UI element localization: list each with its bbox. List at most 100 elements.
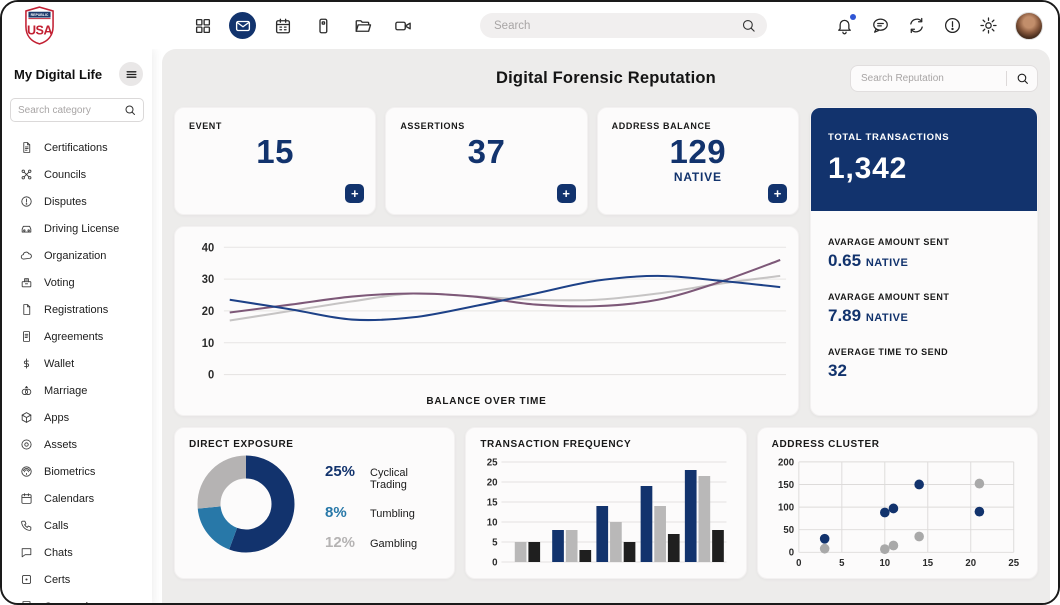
- sidebar-item-disputes[interactable]: Disputes: [2, 188, 152, 215]
- legend-percent: 8%: [325, 504, 361, 521]
- stat-value-wrap: 37: [386, 135, 586, 170]
- bar-gray: [515, 542, 527, 562]
- scatter-point-gray: [880, 544, 890, 554]
- add-button[interactable]: +: [557, 184, 576, 203]
- svg-text:0: 0: [796, 558, 801, 569]
- sidebar-item-wallet[interactable]: Wallet: [2, 350, 152, 377]
- user-avatar[interactable]: [1015, 12, 1043, 40]
- svg-text:25: 25: [487, 457, 498, 468]
- biometrics-icon: [20, 465, 33, 478]
- nav-calendar-button[interactable]: [269, 12, 296, 39]
- disputes-icon: [20, 195, 33, 208]
- scatter-point-navy: [974, 507, 984, 517]
- scatter-point-navy: [820, 534, 830, 544]
- svg-text:15: 15: [487, 497, 498, 508]
- reputation-search-button[interactable]: [1007, 66, 1037, 91]
- stat-value: 37: [386, 135, 586, 170]
- topbar-right-icons: [835, 12, 1043, 40]
- folder-icon: [354, 17, 372, 35]
- sidebar-item-marriage[interactable]: Marriage: [2, 377, 152, 404]
- sidebar-item-biometrics[interactable]: Biometrics: [2, 458, 152, 485]
- sidebar-item-calls[interactable]: Calls: [2, 512, 152, 539]
- nav-mail-button[interactable]: [229, 12, 256, 39]
- balance-over-time-chart: 010203040: [185, 237, 788, 391]
- legend-label: Tumbling: [370, 508, 415, 520]
- gear-button[interactable]: [979, 16, 998, 35]
- sidebar-item-label: Agreements: [44, 331, 103, 343]
- info-button[interactable]: [943, 16, 962, 35]
- metric-value: 32: [828, 361, 1020, 381]
- sidebar-item-driving-license[interactable]: Driving License: [2, 215, 152, 242]
- calls-icon: [20, 519, 33, 532]
- transaction-frequency-card: TRANSACTION FREQUENCY 0510152025: [465, 427, 746, 579]
- sidebar-item-councils[interactable]: Councils: [2, 161, 152, 188]
- nav-phone-button[interactable]: [309, 12, 336, 39]
- sidebar-category-search[interactable]: [10, 98, 144, 122]
- svg-text:100: 100: [778, 502, 794, 513]
- bar-black: [580, 550, 592, 562]
- legend-label: Gambling: [370, 538, 417, 550]
- svg-text:0: 0: [788, 548, 793, 559]
- panel-metric: AVERAGE TIME TO SEND 32: [828, 347, 1020, 381]
- address-cluster-card: ADDRESS CLUSTER 0501001502000510152025: [757, 427, 1038, 579]
- gear-icon: [979, 16, 998, 35]
- stat-value-wrap: 129 NATIVE: [598, 135, 798, 184]
- nav-video-button[interactable]: [389, 12, 416, 39]
- reputation-search[interactable]: [850, 65, 1038, 92]
- sidebar: My Digital Life Certifications Councils Di…: [2, 49, 152, 605]
- chat-button[interactable]: [871, 16, 890, 35]
- metric-label: AVARAGE AMOUNT SENT: [828, 237, 1020, 247]
- calendar-icon: [274, 17, 292, 35]
- panel-metric: AVARAGE AMOUNT SENT 0.65 NATIVE: [828, 237, 1020, 271]
- grid-icon: [194, 17, 212, 35]
- apps-icon: [20, 411, 33, 424]
- sidebar-item-agreements[interactable]: Agreements: [2, 323, 152, 350]
- voting-icon: [20, 276, 33, 289]
- reputation-search-input[interactable]: [851, 73, 1006, 84]
- stat-card-assertions: ASSERTIONS 37 +: [385, 107, 587, 215]
- global-search[interactable]: [480, 13, 767, 38]
- stat-card-row: EVENT 15 + ASSERTIONS 37 + ADDRESS BALAN…: [174, 107, 799, 215]
- add-button[interactable]: +: [345, 184, 364, 203]
- svg-text:30: 30: [202, 274, 214, 286]
- bell-button[interactable]: [835, 16, 854, 35]
- global-search-input[interactable]: [494, 20, 741, 32]
- bar-navy: [553, 530, 565, 562]
- legend-label: Cyclical Trading: [370, 467, 440, 491]
- scatter-point-navy: [914, 480, 924, 490]
- sidebar-item-certs[interactable]: Certs: [2, 566, 152, 593]
- logo-main-text: USA: [27, 24, 53, 38]
- sidebar-item-calendars[interactable]: Calendars: [2, 485, 152, 512]
- calendars-icon: [20, 492, 33, 505]
- sidebar-search-input[interactable]: [18, 105, 124, 116]
- nav-folder-button[interactable]: [349, 12, 376, 39]
- sidebar-item-registrations[interactable]: Registrations: [2, 296, 152, 323]
- bar-black: [529, 542, 541, 562]
- sidebar-item-assets[interactable]: Assets: [2, 431, 152, 458]
- sidebar-item-label: Assets: [44, 439, 77, 451]
- card-title: DIRECT EXPOSURE: [189, 439, 440, 450]
- sidebar-item-companies[interactable]: Companies: [2, 593, 152, 605]
- stat-card-event: EVENT 15 +: [174, 107, 376, 215]
- sidebar-item-organization[interactable]: Organization: [2, 242, 152, 269]
- add-button[interactable]: +: [768, 184, 787, 203]
- sidebar-item-voting[interactable]: Voting: [2, 269, 152, 296]
- sidebar-menu-button[interactable]: [119, 62, 143, 86]
- svg-text:0: 0: [492, 557, 498, 568]
- refresh-button[interactable]: [907, 16, 926, 35]
- card-title: TRANSACTION FREQUENCY: [480, 439, 731, 450]
- stat-card-address-balance: ADDRESS BALANCE 129 NATIVE +: [597, 107, 799, 215]
- sidebar-item-chats[interactable]: Chats: [2, 539, 152, 566]
- svg-text:5: 5: [839, 558, 845, 569]
- sidebar-item-label: Councils: [44, 169, 86, 181]
- driving-license-icon: [20, 222, 33, 235]
- sidebar-header: My Digital Life: [2, 49, 152, 91]
- sidebar-item-label: Companies: [44, 601, 100, 605]
- top-bar: REPUBLIC USA: [2, 2, 1058, 49]
- sidebar-item-certifications[interactable]: Certifications: [2, 134, 152, 161]
- bar-gray: [566, 530, 578, 562]
- sidebar-item-apps[interactable]: Apps: [2, 404, 152, 431]
- chart-caption: BALANCE OVER TIME: [185, 391, 788, 408]
- svg-text:0: 0: [208, 369, 214, 381]
- nav-grid-button[interactable]: [189, 12, 216, 39]
